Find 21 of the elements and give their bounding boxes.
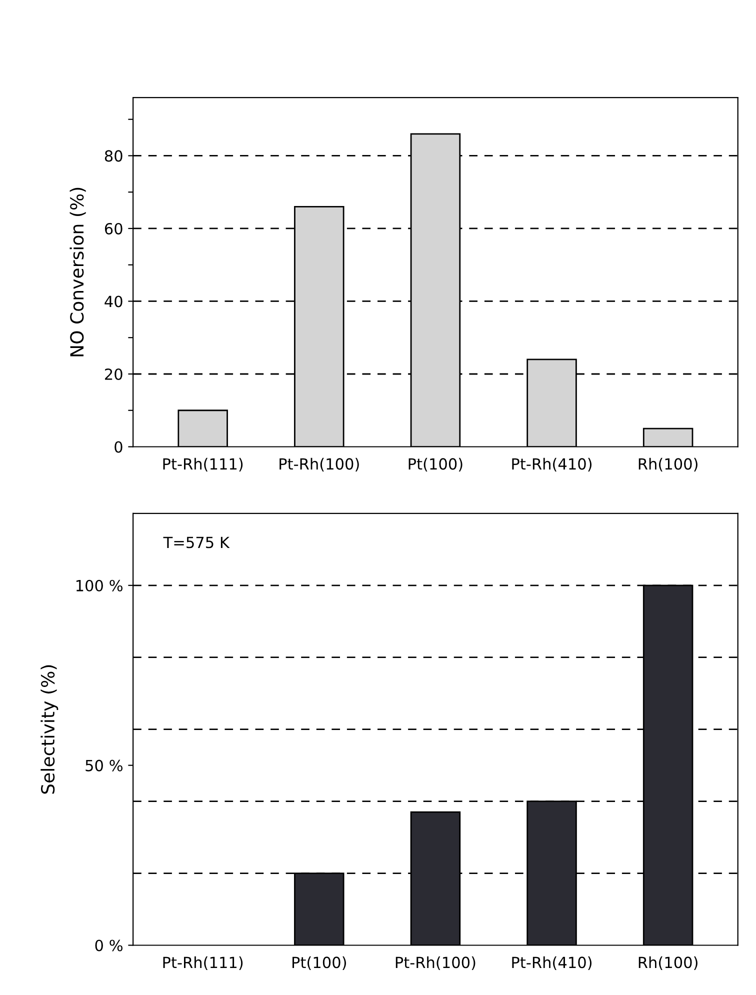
annotation: T=575 K — [163, 536, 230, 548]
x-tick-label: Pt-Rh(410) — [512, 458, 592, 472]
x-tick-label: Pt-Rh(100) — [280, 458, 359, 472]
x-tick-label: Pt-Rh(111) — [163, 458, 243, 472]
y-tick-label: 40 — [104, 296, 122, 308]
x-tick-label: Rh(100) — [638, 956, 698, 970]
x-tick-label: Pt(100) — [408, 458, 462, 472]
y-tick-label: 50 % — [86, 760, 122, 772]
x-tick-label: Pt-Rh(111) — [163, 956, 243, 970]
x-tick-label: Rh(100) — [638, 458, 698, 472]
y-axis-title: NO Conversion (%) — [70, 188, 86, 356]
y-tick-label: 60 — [104, 222, 122, 234]
x-tick-label: Pt-Rh(100) — [396, 956, 476, 970]
y-tick-label: 0 — [114, 441, 122, 453]
x-tick-label: Pt-Rh(410) — [512, 956, 592, 970]
y-axis-title: Selectivity (%) — [40, 665, 58, 794]
y-tick-label: 20 — [105, 368, 122, 380]
y-tick-label: 80 — [104, 150, 122, 162]
x-tick-label: Pt(100) — [292, 956, 346, 970]
y-tick-label: 0 % — [95, 940, 122, 952]
y-tick-label: 100 % — [76, 580, 122, 592]
